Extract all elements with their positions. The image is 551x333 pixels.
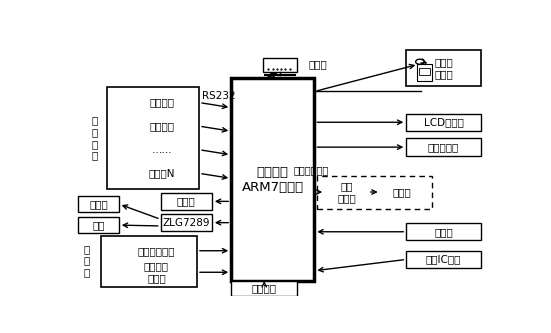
Text: ……: …… [152,145,172,155]
Bar [231,78,315,281]
Text: LCD显示屏: LCD显示屏 [424,117,463,127]
Bar [406,251,481,268]
Text: 监控机: 监控机 [308,59,327,69]
Bar [263,58,298,72]
Text: ZLG7289: ZLG7289 [163,218,210,228]
Text: 电源装置: 电源装置 [252,283,277,294]
Bar [406,50,481,86]
Text: 控制系统
ARM7控制器: 控制系统 ARM7控制器 [242,166,304,194]
Bar [406,114,481,131]
Bar [78,196,119,212]
Text: 传
感
器: 传 感 器 [84,244,90,277]
Bar [161,193,212,210]
Text: 频射IC卡机: 频射IC卡机 [426,254,461,264]
Text: 键盘: 键盘 [93,220,105,230]
Bar [120,243,193,258]
Text: 停车控制系统: 停车控制系统 [294,165,329,175]
Bar [419,68,430,75]
Bar [406,139,481,156]
Bar [381,182,423,202]
Bar [78,217,119,233]
Text: 摄像头N: 摄像头N [149,168,175,178]
Text: 可燃气体
传感器: 可燃气体 传感器 [144,261,169,283]
Text: 远程终
端装置: 远程终 端装置 [434,57,453,79]
Text: 摄像头一: 摄像头一 [149,98,174,108]
Bar [128,141,195,159]
Text: RS232: RS232 [202,91,235,101]
Bar [128,93,195,112]
Bar [316,176,432,209]
Text: 超声波传感器: 超声波传感器 [138,246,175,256]
Text: 八段码: 八段码 [89,199,108,209]
Text: 声光报警器: 声光报警器 [428,142,459,152]
Text: 监
控
装
置: 监 控 装 置 [91,116,98,160]
Bar [128,117,195,135]
Bar [406,223,481,240]
Text: 存储器: 存储器 [434,227,453,237]
Text: 停车
控制机: 停车 控制机 [337,181,356,203]
Bar [161,214,212,231]
Bar [101,236,197,287]
Bar [417,64,432,81]
Bar [325,182,368,202]
Bar [128,164,195,182]
Text: 蜂鸣器: 蜂鸣器 [177,196,196,206]
Text: 摄像头二: 摄像头二 [149,121,174,131]
Bar [120,263,193,281]
Text: 挡车闸: 挡车闸 [392,187,412,197]
Bar [107,87,199,189]
Bar [231,281,298,296]
